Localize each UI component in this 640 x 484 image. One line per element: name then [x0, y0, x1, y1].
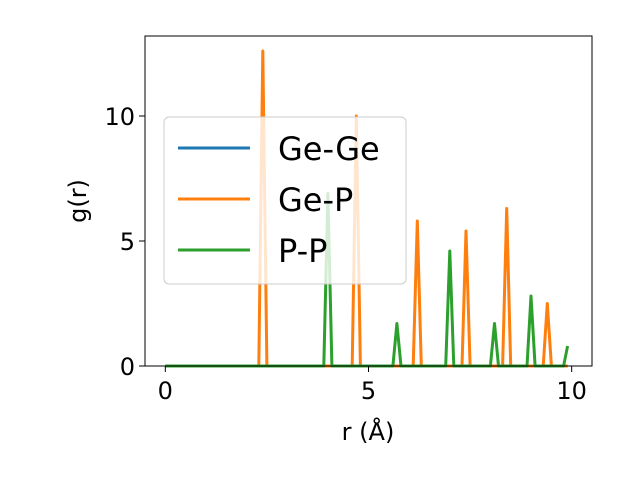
y-ticks: 0 5 10 — [104, 103, 145, 381]
legend-label-p-p: P-P — [278, 232, 327, 270]
y-tick-label: 0 — [120, 353, 135, 381]
y-tick-label: 10 — [104, 103, 135, 131]
x-tick-label: 0 — [158, 377, 173, 405]
x-tick-label: 5 — [361, 377, 376, 405]
legend-frame — [163, 116, 407, 285]
legend-label-ge-ge: Ge-Ge — [278, 130, 380, 168]
y-tick-label: 5 — [120, 228, 135, 256]
x-ticks: 0 5 10 — [158, 366, 587, 405]
legend-label-ge-p: Ge-P — [278, 181, 353, 219]
legend-entries: Ge-Ge Ge-P P-P — [178, 130, 380, 270]
x-axis-label: r (Å) — [342, 417, 395, 446]
series-line-p-p — [165, 192, 570, 368]
legend: Ge-Ge Ge-P P-P — [163, 116, 407, 285]
x-tick-label: 10 — [556, 377, 587, 405]
y-axis-label: g(r) — [64, 179, 92, 223]
